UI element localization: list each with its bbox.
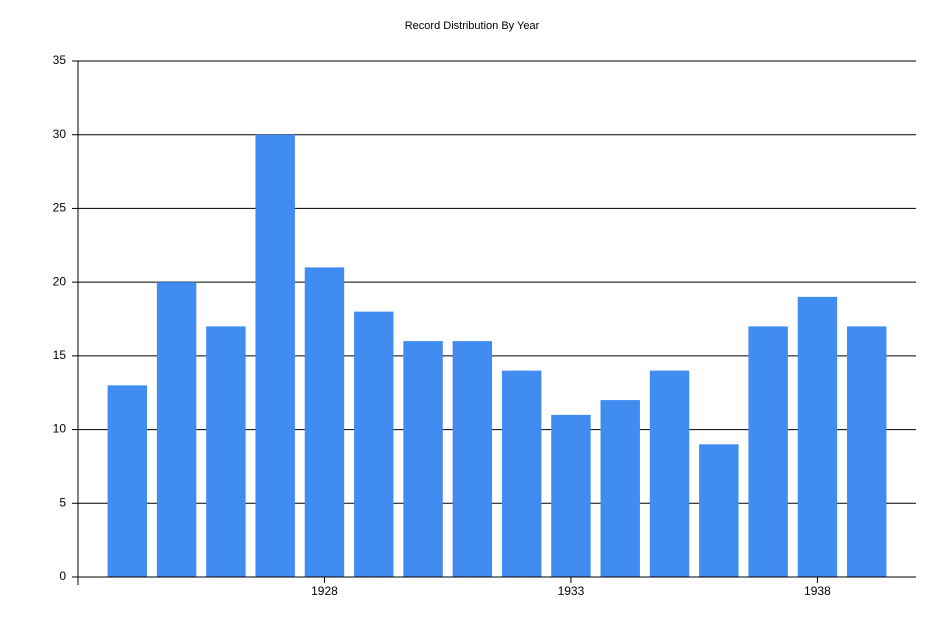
y-tick-label: 15 [53, 348, 67, 362]
bar [107, 385, 148, 577]
bar [649, 370, 690, 577]
bar [304, 267, 345, 577]
x-tick-label: 1933 [558, 584, 585, 598]
bar [797, 296, 838, 577]
x-tick-label: 1928 [311, 584, 338, 598]
bar [206, 326, 246, 577]
y-tick-label: 0 [59, 569, 66, 583]
bar [551, 414, 591, 577]
bar [156, 282, 197, 577]
y-tick-label: 25 [53, 201, 67, 215]
bar [846, 326, 887, 577]
bar [699, 444, 739, 577]
bar [354, 311, 394, 577]
y-tick-label: 5 [59, 495, 66, 509]
x-tick-label: 1938 [804, 584, 831, 598]
chart-title: Record Distribution By Year [405, 20, 540, 32]
y-tick-label: 35 [53, 53, 67, 67]
bar [255, 134, 295, 577]
bar [748, 326, 788, 577]
y-tick-label: 20 [53, 274, 67, 288]
bar [403, 341, 443, 577]
bar [600, 400, 640, 577]
bar [501, 370, 542, 577]
y-tick-label: 10 [53, 422, 67, 436]
bar [452, 341, 493, 577]
y-tick-label: 30 [53, 127, 67, 141]
